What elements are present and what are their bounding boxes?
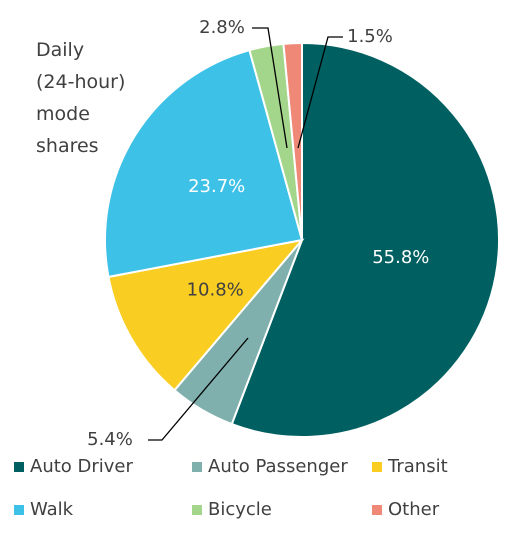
pie-slice [230,41,500,438]
leader-line [297,36,343,149]
legend-label: Auto Driver [30,456,134,477]
data-label: 5.4% [87,429,133,450]
leader-line [252,27,288,149]
legend-swatch [372,462,382,472]
pie-slice [107,238,305,392]
leader-line [148,337,249,441]
legend-swatch [192,505,202,515]
legend-label: Other [388,499,440,520]
legend-swatch [14,505,24,515]
legend-swatch [192,462,202,472]
legend-label: Auto Passenger [208,456,348,477]
legend-swatch [14,462,24,472]
data-label: 23.7% [188,176,245,197]
data-label: 10.8% [187,280,244,301]
data-label: 1.5% [347,26,393,47]
legend-label: Bicycle [208,499,272,520]
legend-swatch [372,505,382,515]
legend-label: Transit [387,456,448,477]
legend-label: Walk [30,499,74,520]
data-label: 55.8% [372,247,429,268]
pie-slice [104,48,304,279]
pie-slice [282,41,303,241]
data-label: 2.8% [199,17,245,38]
chart-title: Daily (24-hour) mode shares [36,39,126,157]
